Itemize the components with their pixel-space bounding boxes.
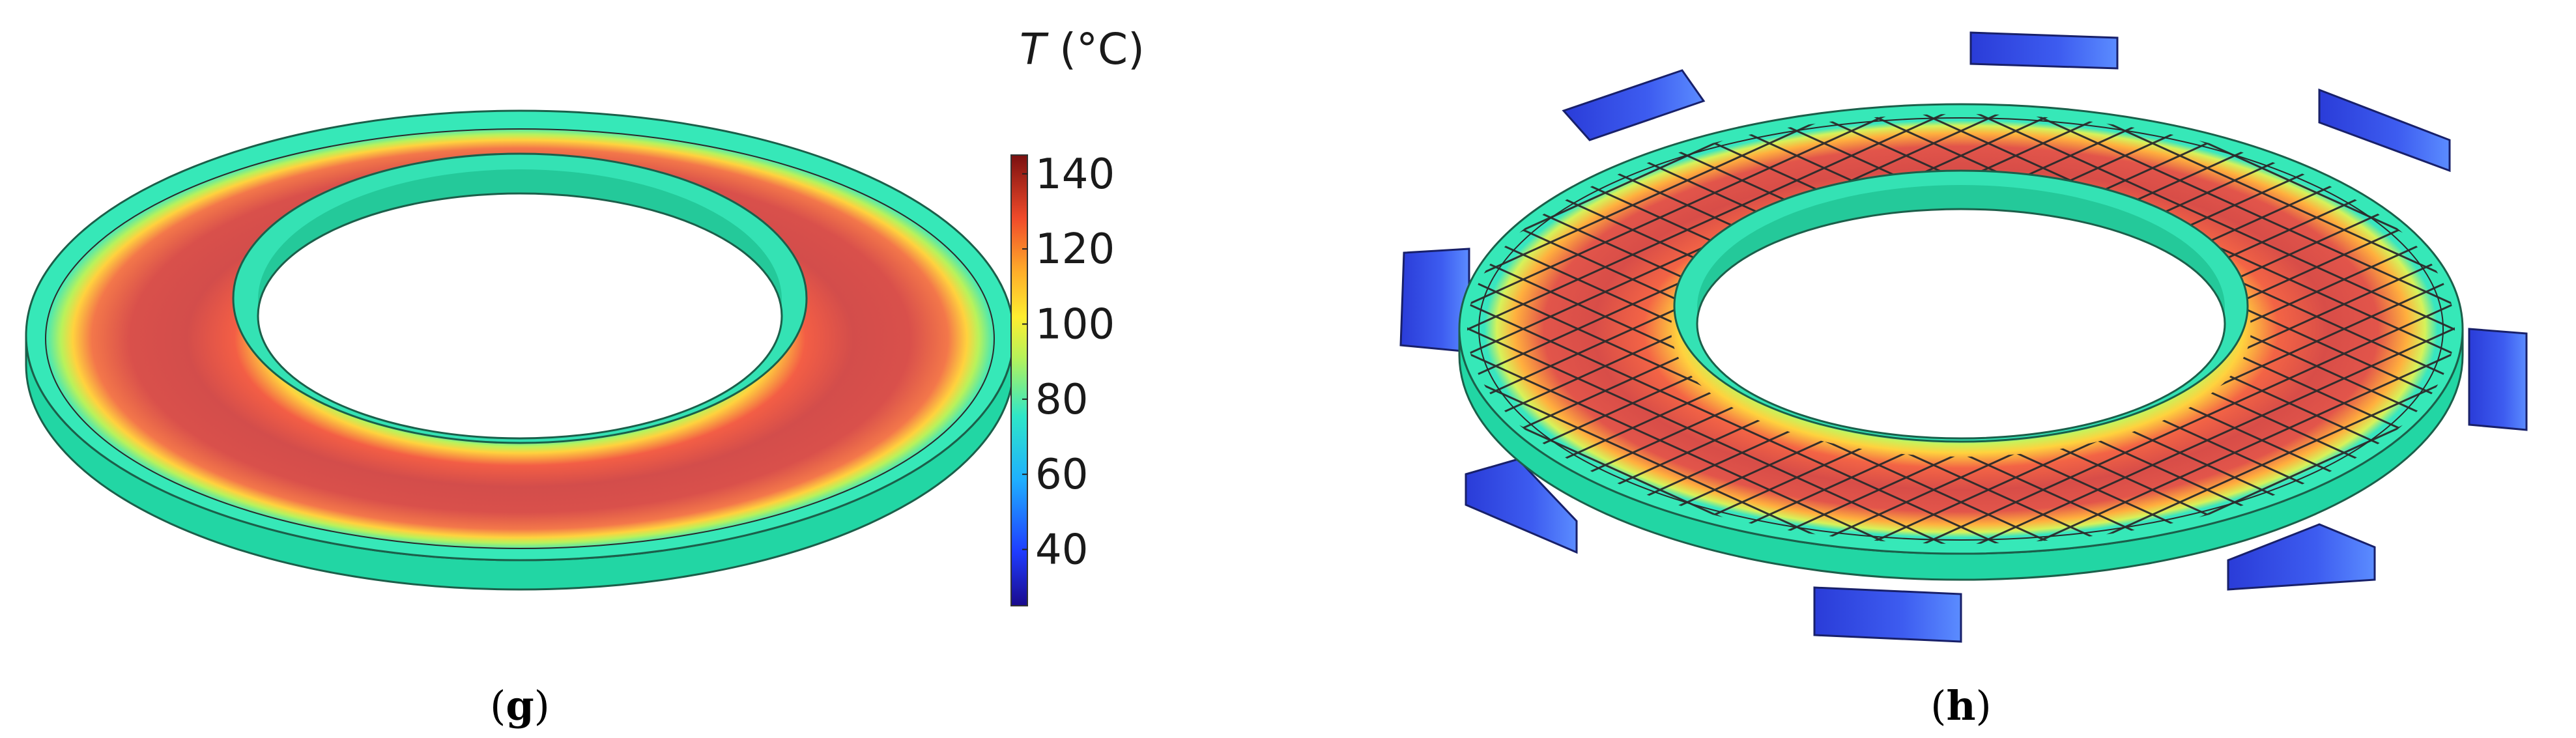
- panel-label-g: (g): [490, 682, 550, 730]
- colorbar-tick-label: 140: [1035, 150, 1115, 199]
- colorbar-title: T (°C): [1020, 24, 1145, 74]
- tab-bottom: [1813, 586, 1962, 643]
- disc-h-tabs: [1399, 31, 2528, 643]
- tab-top: [1969, 31, 2119, 70]
- panel-label-h-close: ): [1976, 682, 1992, 730]
- disc-g-hole: [257, 192, 783, 440]
- colorbar-bar: [1010, 154, 1028, 606]
- tab-top-right: [2318, 88, 2451, 173]
- tab-right: [2468, 328, 2528, 431]
- colorbar-ticks: 140 120 100 80 60 40: [1022, 150, 1115, 575]
- disc-h: [1399, 31, 2528, 643]
- colorbar-tick-label: 100: [1035, 301, 1115, 349]
- tab-top-left: [1562, 69, 1706, 141]
- tab-bottom-left: [1465, 458, 1578, 554]
- panel-label-g-close: ): [534, 682, 550, 730]
- colorbar: T (°C) 140 120 100 80 60 40: [1010, 24, 1145, 606]
- panel-label-g-letter: g: [506, 682, 534, 730]
- panel-label-h-letter: h: [1946, 682, 1975, 730]
- tab-bottom-right: [2227, 523, 2376, 591]
- disc-g: [25, 109, 1015, 591]
- panel-label-g-open: (: [490, 682, 506, 730]
- colorbar-title-unit: (°C): [1046, 24, 1145, 74]
- colorbar-tick-label: 80: [1035, 376, 1088, 424]
- disc-h-hole: [1696, 208, 2226, 440]
- colorbar-tick-label: 60: [1035, 451, 1088, 499]
- panel-label-h: (h): [1930, 682, 1991, 730]
- colorbar-tick-label: 120: [1035, 225, 1115, 274]
- colorbar-tick-label: 40: [1035, 526, 1088, 575]
- panel-label-h-open: (: [1930, 682, 1946, 730]
- colorbar-title-var: T: [1020, 24, 1049, 74]
